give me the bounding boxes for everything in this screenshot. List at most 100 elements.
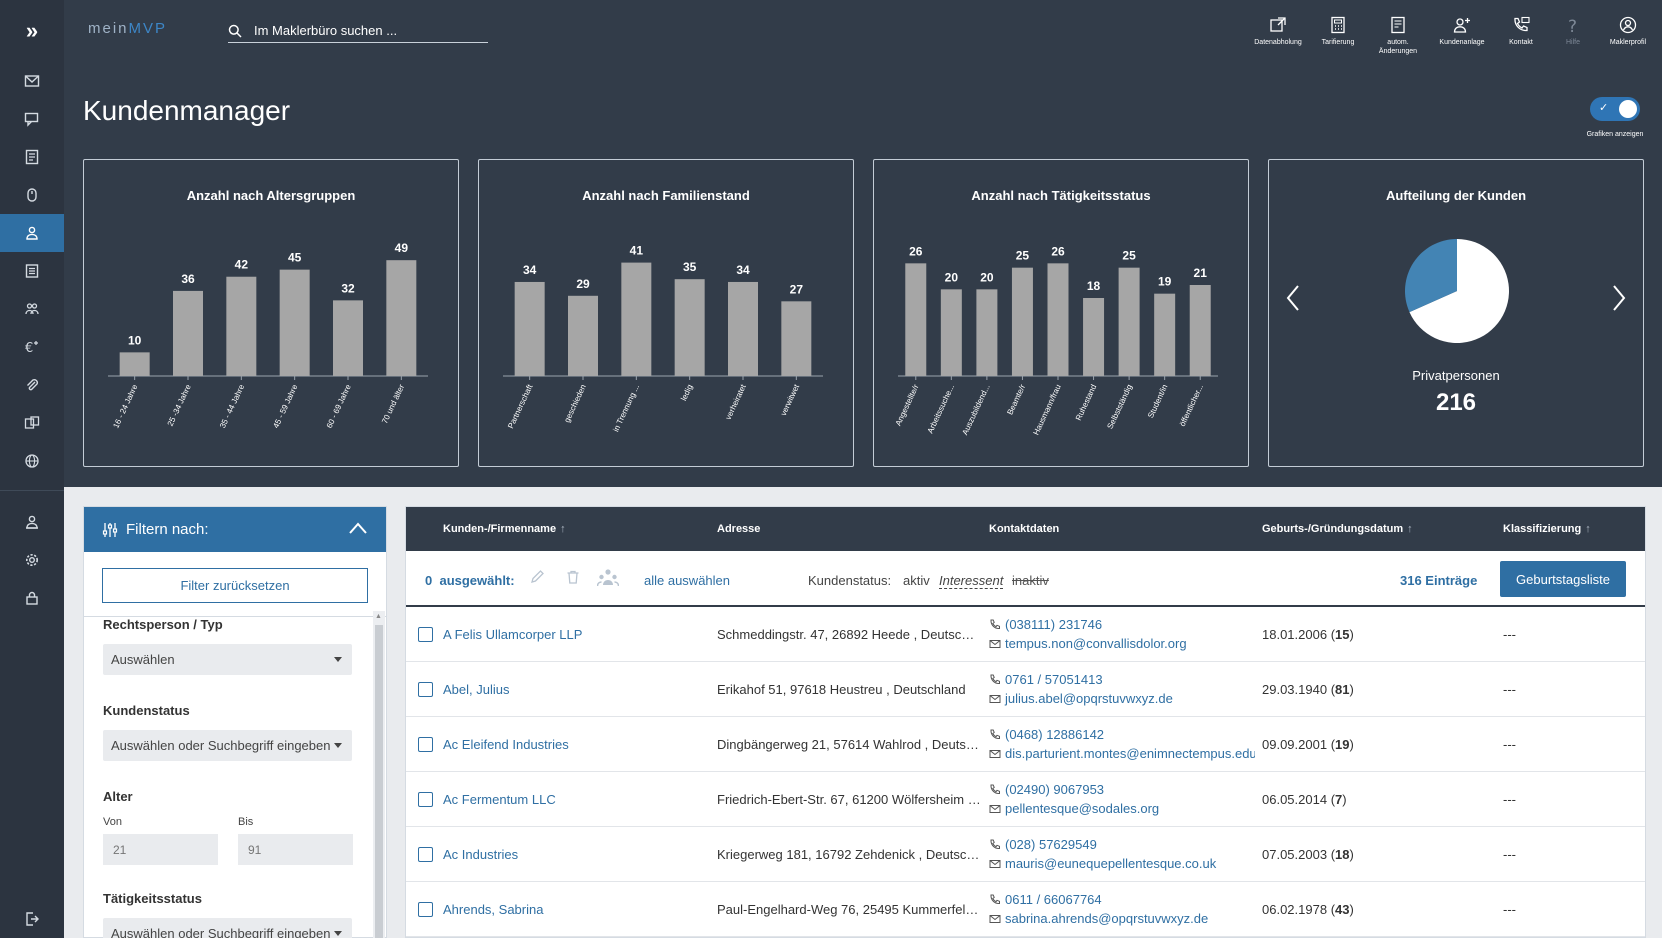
filter-header[interactable]: Filtern nach: [84,507,386,552]
euro-plus-icon[interactable]: € [0,328,64,366]
trash-icon[interactable] [565,569,581,588]
toolbar: Datenabholung Tarifierung autom. Änderun… [1246,12,1658,56]
scrollbar-thumb[interactable] [375,625,383,938]
customer-email[interactable]: sabrina.ahrends@opqrstuvwxyz.de [989,911,1255,926]
logout-icon[interactable] [0,900,64,938]
charts-toggle[interactable]: ✓ [1590,97,1640,121]
kundenstatus-select[interactable]: Auswählen oder Suchbegriff eingeben [103,730,352,761]
customer-email-value: pellentesque@sodales.org [1005,801,1160,816]
age-from-input[interactable] [103,834,218,865]
tool-maklerprofil[interactable]: Maklerprofil [1598,12,1658,56]
status-aktiv-toggle[interactable]: aktiv [903,573,930,588]
calculator-icon [1330,12,1346,34]
tool-kontakt[interactable]: Kontakt [1494,12,1548,56]
globe-icon[interactable] [0,442,64,480]
group-icon[interactable] [596,567,620,590]
customer-classification: --- [1503,847,1516,862]
customer-name-link[interactable]: Ac Fermentum LLC [443,792,556,807]
status-interessent-toggle[interactable]: Interessent [939,573,1004,589]
table-row[interactable]: Ahrends, Sabrina Paul-Engelhard-Weg 76, … [406,882,1645,937]
pie-label: Privatpersonen [1412,368,1500,383]
table-row[interactable]: Ac Industries Kriegerweg 181, 16792 Zehd… [406,827,1645,882]
birthdate-value: 06.02.1978 [1262,902,1328,917]
age-from-label: Von [103,816,122,828]
customer-phone[interactable]: (02490) 9067953 [989,782,1104,797]
row-checkbox[interactable] [418,847,433,862]
tool-autom-aenderungen[interactable]: autom. Änderungen [1366,12,1430,56]
chevron-left-icon[interactable] [1285,283,1301,320]
mail-icon[interactable] [0,62,64,100]
lock-icon[interactable] [0,579,64,617]
contract-icon[interactable] [0,138,64,176]
select-all-link[interactable]: alle auswählen [644,573,731,588]
customer-email[interactable]: dis.parturient.montes@enimnectempus.edu [989,746,1255,761]
chart-card-age: Anzahl nach Altersgruppen 10 16 - 24 Jahr… [83,159,459,467]
kundenstatus-label: Kundenstatus [103,703,190,718]
tool-hilfe[interactable]: ? Hilfe [1548,12,1598,56]
customer-email[interactable]: tempus.non@convallisdolor.org [989,636,1255,651]
customer-classification: --- [1503,682,1516,697]
status-inaktiv-toggle[interactable]: inaktiv [1012,573,1049,588]
search-icon[interactable] [228,24,242,38]
customer-phone[interactable]: (028) 57629549 [989,837,1097,852]
customer-email[interactable]: pellentesque@sodales.org [989,801,1255,816]
age-to-input[interactable] [238,834,353,865]
bar-value-label: 25 [1122,249,1136,263]
x-tick-label: Ruhestand [1074,383,1099,422]
customer-phone[interactable]: 0761 / 57051413 [989,672,1103,687]
tool-tarifierung[interactable]: Tarifierung [1310,12,1366,56]
tool-datenabholung[interactable]: Datenabholung [1246,12,1310,56]
people-icon[interactable] [0,290,64,328]
customer-name-link[interactable]: Ac Industries [443,847,519,862]
row-checkbox[interactable] [418,682,433,697]
table-row[interactable]: A Felis Ullamcorper LLP Schmeddingstr. 4… [406,607,1645,662]
row-checkbox[interactable] [418,627,433,642]
scroll-up-icon[interactable]: ▲ [375,613,382,620]
expand-sidebar-icon[interactable]: » [25,18,39,43]
birthday-list-button[interactable]: Geburtstagsliste [1500,561,1626,597]
customer-name-link[interactable]: Abel, Julius [443,682,510,697]
taetigkeit-select[interactable]: Auswählen oder Suchbegriff eingeben [103,918,352,938]
x-tick-label: Partnerschaft [506,382,535,430]
filter-scrollbar[interactable]: ▲ [373,611,385,938]
col-date-header[interactable]: Geburts-/Gründungsdatum ↑ [1262,523,1413,535]
age-from-group: Von [103,816,218,891]
customer-name-link[interactable]: A Felis Ullamcorper LLP [443,627,583,642]
customer-email[interactable]: mauris@eunequepellentesque.co.uk [989,856,1255,871]
customer-phone[interactable]: (0468) 12886142 [989,727,1104,742]
customer-name-link[interactable]: Ahrends, Sabrina [443,902,544,917]
row-checkbox[interactable] [418,792,433,807]
chat-icon[interactable] [0,100,64,138]
x-tick-label: geschieden [562,383,587,424]
reset-filter-button[interactable]: Filter zurücksetzen [102,568,368,603]
col-name-header[interactable]: Kunden-/Firmenname ↑ [443,523,566,535]
gear-icon[interactable] [0,541,64,579]
rechtsperson-select[interactable]: Auswählen [103,644,352,675]
table-row[interactable]: Ac Eleifend Industries Dingbängerweg 21,… [406,717,1645,772]
col-class-header[interactable]: Klassifizierung ↑ [1503,523,1591,535]
top-bar: meinMVP Datenabholung Tarifierung autom.… [64,0,1662,62]
customer-phone[interactable]: (038111) 231746 [989,617,1102,632]
chevron-right-icon[interactable] [1611,283,1627,320]
attachment-icon[interactable] [0,366,64,404]
brand-logo[interactable]: meinMVP [88,20,167,37]
table-row[interactable]: Abel, Julius Erikahof 51, 97618 Heustreu… [406,662,1645,717]
customer-classification: --- [1503,902,1516,917]
table-row[interactable]: Ac Fermentum LLC Friedrich-Ebert-Str. 67… [406,772,1645,827]
mouse-icon[interactable] [0,176,64,214]
dashboard-hero: Kundenmanager ✓ Grafiken anzeigen Anzahl… [64,62,1662,487]
bar-value-label: 42 [235,258,249,272]
chevron-up-icon[interactable] [348,521,368,539]
document-icon[interactable] [0,252,64,290]
row-checkbox[interactable] [418,902,433,917]
customer-icon[interactable] [0,214,64,252]
customer-name-link[interactable]: Ac Eleifend Industries [443,737,569,752]
transfer-icon[interactable] [0,404,64,442]
tool-kundenanlage[interactable]: Kundenanlage [1430,12,1494,56]
search-input[interactable] [254,23,474,38]
row-checkbox[interactable] [418,737,433,752]
edit-icon[interactable] [529,569,545,588]
customer-phone[interactable]: 0611 / 66067764 [989,892,1102,907]
user-settings-icon[interactable] [0,503,64,541]
customer-email[interactable]: julius.abel@opqrstuvwxyz.de [989,691,1255,706]
